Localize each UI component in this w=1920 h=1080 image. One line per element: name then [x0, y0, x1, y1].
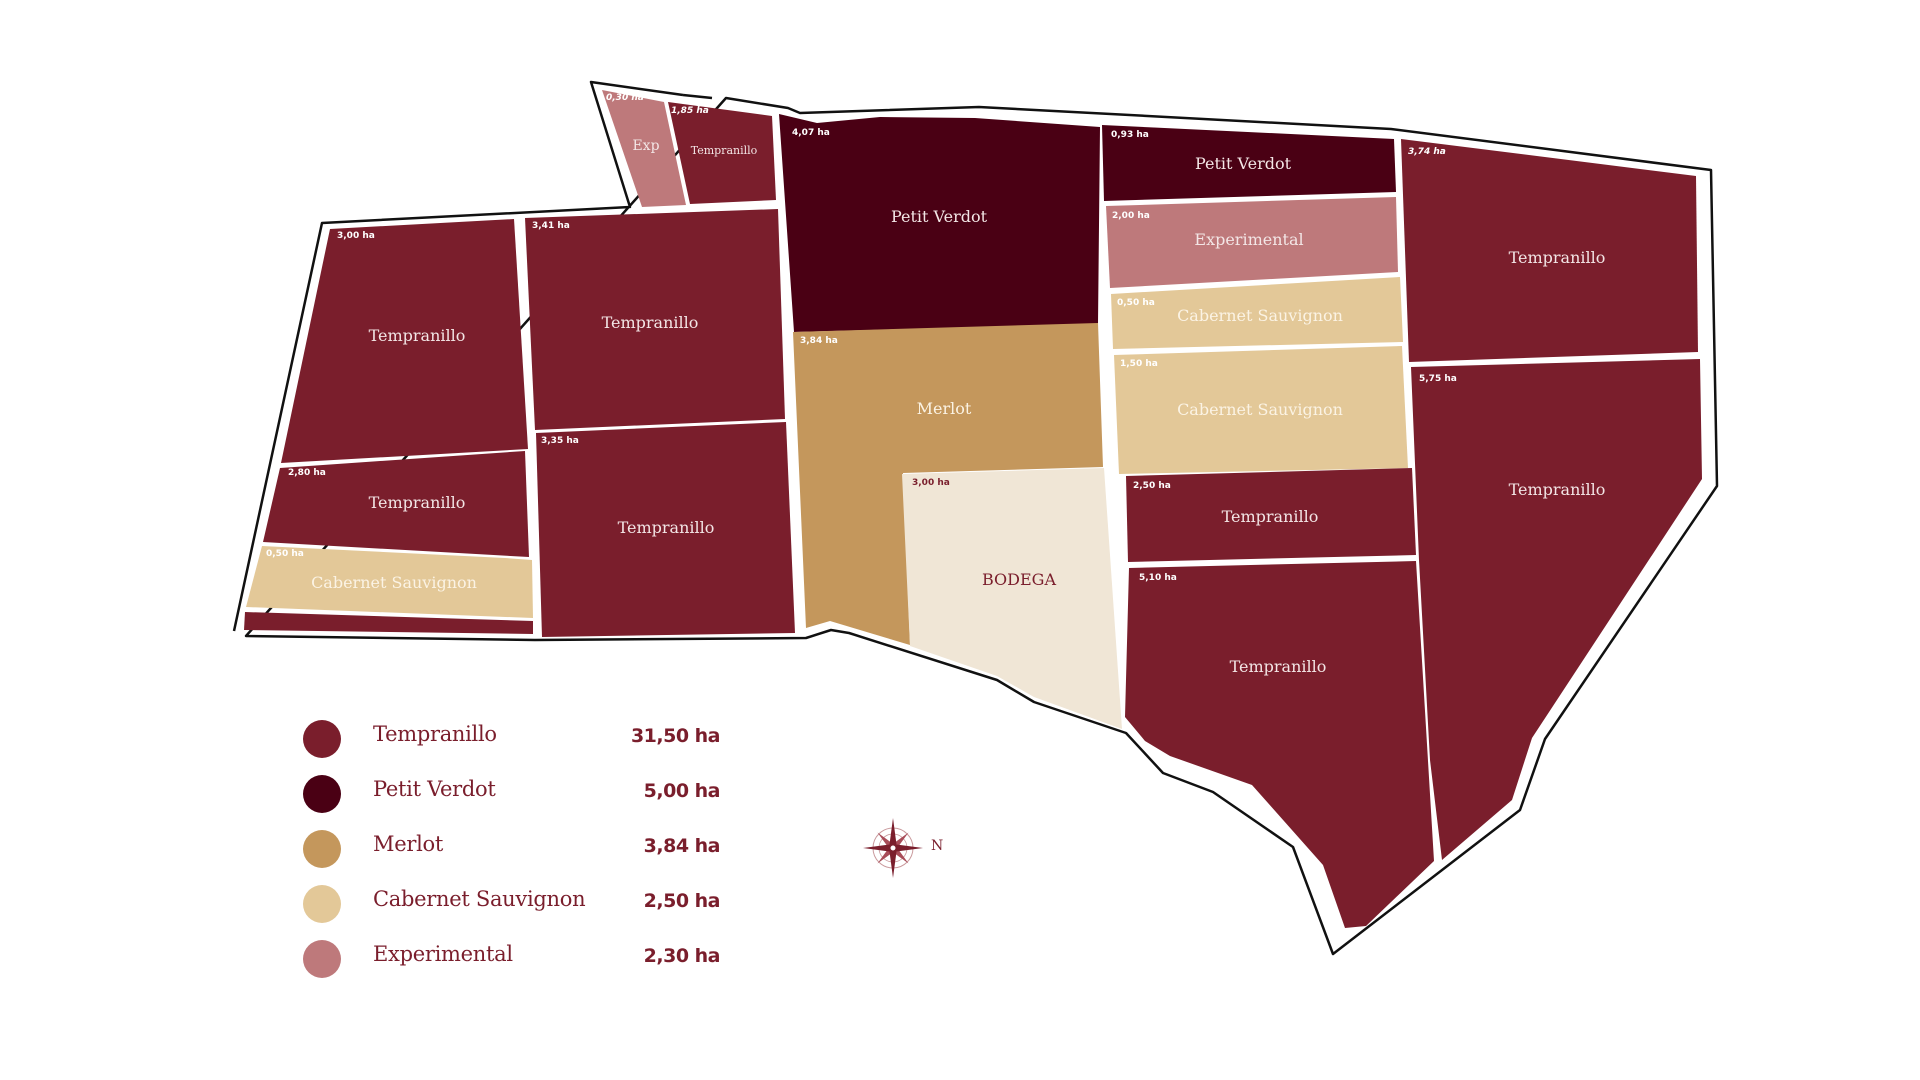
- plot-petit-verdot-4-07[interactable]: [779, 114, 1100, 332]
- plots: [244, 90, 1702, 928]
- legend-value: 3,84 ha: [643, 835, 721, 857]
- svg-text:0,30 ha: 0,30 ha: [606, 93, 644, 103]
- legend-label: Cabernet Sauvignon: [373, 887, 586, 911]
- svg-text:Cabernet Sauvignon: Cabernet Sauvignon: [311, 573, 477, 592]
- plot-petit-verdot-0-93[interactable]: [1102, 125, 1396, 201]
- legend: Tempranillo 31,50 ha Petit Verdot 5,00 h…: [300, 712, 721, 987]
- svg-text:3,00 ha: 3,00 ha: [337, 231, 375, 241]
- svg-text:2,50 ha: 2,50 ha: [1133, 481, 1171, 491]
- svg-text:3,74 ha: 3,74 ha: [1408, 147, 1446, 157]
- plot-tempranillo-strip[interactable]: [244, 612, 533, 634]
- plot-tempranillo-3-35[interactable]: [536, 422, 795, 637]
- plot-tempranillo-5-75[interactable]: [1411, 359, 1702, 860]
- svg-text:Petit Verdot: Petit Verdot: [1195, 154, 1292, 173]
- svg-text:Tempranillo: Tempranillo: [369, 326, 466, 345]
- svg-text:Tempranillo: Tempranillo: [1509, 480, 1606, 499]
- svg-text:2,80 ha: 2,80 ha: [288, 468, 326, 478]
- plot-merlot-3-84[interactable]: [793, 323, 1103, 645]
- svg-text:4,07 ha: 4,07 ha: [792, 128, 830, 138]
- legend-label: Petit Verdot: [373, 777, 496, 801]
- plot-tempranillo-2-50[interactable]: [1126, 468, 1416, 562]
- swatch-circle-icon: [303, 885, 341, 923]
- svg-text:Exp: Exp: [632, 138, 659, 154]
- plot-tempranillo-3-00[interactable]: [281, 219, 528, 463]
- svg-text:Cabernet Sauvignon: Cabernet Sauvignon: [1177, 400, 1343, 419]
- svg-text:3,35 ha: 3,35 ha: [541, 436, 579, 446]
- legend-item-cabernet-sauvignon: Cabernet Sauvignon 2,50 ha: [300, 877, 721, 932]
- svg-text:3,41 ha: 3,41 ha: [532, 221, 570, 231]
- svg-text:Merlot: Merlot: [917, 399, 972, 418]
- svg-text:Cabernet Sauvignon: Cabernet Sauvignon: [1177, 306, 1343, 325]
- plot-cabernet-0-50-west[interactable]: [246, 546, 533, 618]
- svg-text:Petit Verdot: Petit Verdot: [891, 207, 988, 226]
- plot-tempranillo-3-74[interactable]: [1401, 139, 1698, 362]
- legend-item-merlot: Merlot 3,84 ha: [300, 822, 721, 877]
- plot-experimental-2-00[interactable]: [1106, 197, 1398, 288]
- svg-text:0,50 ha: 0,50 ha: [266, 549, 304, 559]
- svg-text:Experimental: Experimental: [1194, 230, 1303, 249]
- plot-labels: Exp Tempranillo Petit Verdot Tempranillo…: [311, 138, 1605, 676]
- swatch-circle-icon: [303, 830, 341, 868]
- plot-tempranillo-2-80[interactable]: [263, 451, 529, 557]
- svg-text:3,00 ha: 3,00 ha: [912, 478, 950, 488]
- legend-label: Merlot: [373, 832, 443, 856]
- svg-text:Tempranillo: Tempranillo: [618, 518, 715, 537]
- plot-cabernet-1-50[interactable]: [1114, 346, 1408, 474]
- legend-item-tempranillo: Tempranillo 31,50 ha: [300, 712, 721, 767]
- compass-north-label: N: [931, 838, 944, 854]
- svg-text:0,93 ha: 0,93 ha: [1111, 130, 1149, 140]
- legend-value: 5,00 ha: [643, 780, 721, 802]
- swatch-circle-icon: [303, 940, 341, 978]
- boundary-segment: [682, 93, 713, 100]
- svg-text:1,50 ha: 1,50 ha: [1120, 359, 1158, 369]
- plot-tempranillo-1-85[interactable]: [668, 102, 776, 204]
- plot-tempranillo-5-10[interactable]: [1125, 561, 1434, 928]
- svg-text:0,50 ha: 0,50 ha: [1117, 298, 1155, 308]
- plot-experimental-small[interactable]: [602, 90, 686, 207]
- compass-rose-icon: [863, 818, 923, 878]
- svg-text:5,75 ha: 5,75 ha: [1419, 374, 1457, 384]
- legend-value: 2,50 ha: [643, 890, 721, 912]
- svg-text:1,85 ha: 1,85 ha: [671, 106, 709, 116]
- svg-text:Tempranillo: Tempranillo: [369, 493, 466, 512]
- legend-value: 2,30 ha: [643, 945, 721, 967]
- legend-item-experimental: Experimental 2,30 ha: [300, 932, 721, 987]
- plot-tempranillo-3-41[interactable]: [525, 209, 785, 430]
- svg-text:Tempranillo: Tempranillo: [1509, 248, 1606, 267]
- svg-text:5,10 ha: 5,10 ha: [1139, 573, 1177, 583]
- swatch-circle-icon: [303, 720, 341, 758]
- svg-text:BODEGA: BODEGA: [982, 570, 1056, 589]
- legend-item-petit-verdot: Petit Verdot 5,00 ha: [300, 767, 721, 822]
- svg-text:2,00 ha: 2,00 ha: [1112, 211, 1150, 221]
- legend-label: Experimental: [373, 942, 513, 966]
- area-labels: 0,30 ha 1,85 ha 4,07 ha 3,00 ha 3,41 ha …: [266, 93, 1457, 583]
- legend-label: Tempranillo: [373, 722, 497, 746]
- swatch-circle-icon: [303, 775, 341, 813]
- svg-text:Tempranillo: Tempranillo: [691, 144, 758, 157]
- legend-value: 31,50 ha: [630, 725, 721, 747]
- svg-text:3,84 ha: 3,84 ha: [800, 336, 838, 346]
- svg-text:Tempranillo: Tempranillo: [602, 313, 699, 332]
- svg-text:Tempranillo: Tempranillo: [1222, 507, 1319, 526]
- plot-bodega[interactable]: [902, 468, 1122, 729]
- plot-cabernet-0-50-east[interactable]: [1111, 277, 1403, 349]
- svg-text:Tempranillo: Tempranillo: [1230, 657, 1327, 676]
